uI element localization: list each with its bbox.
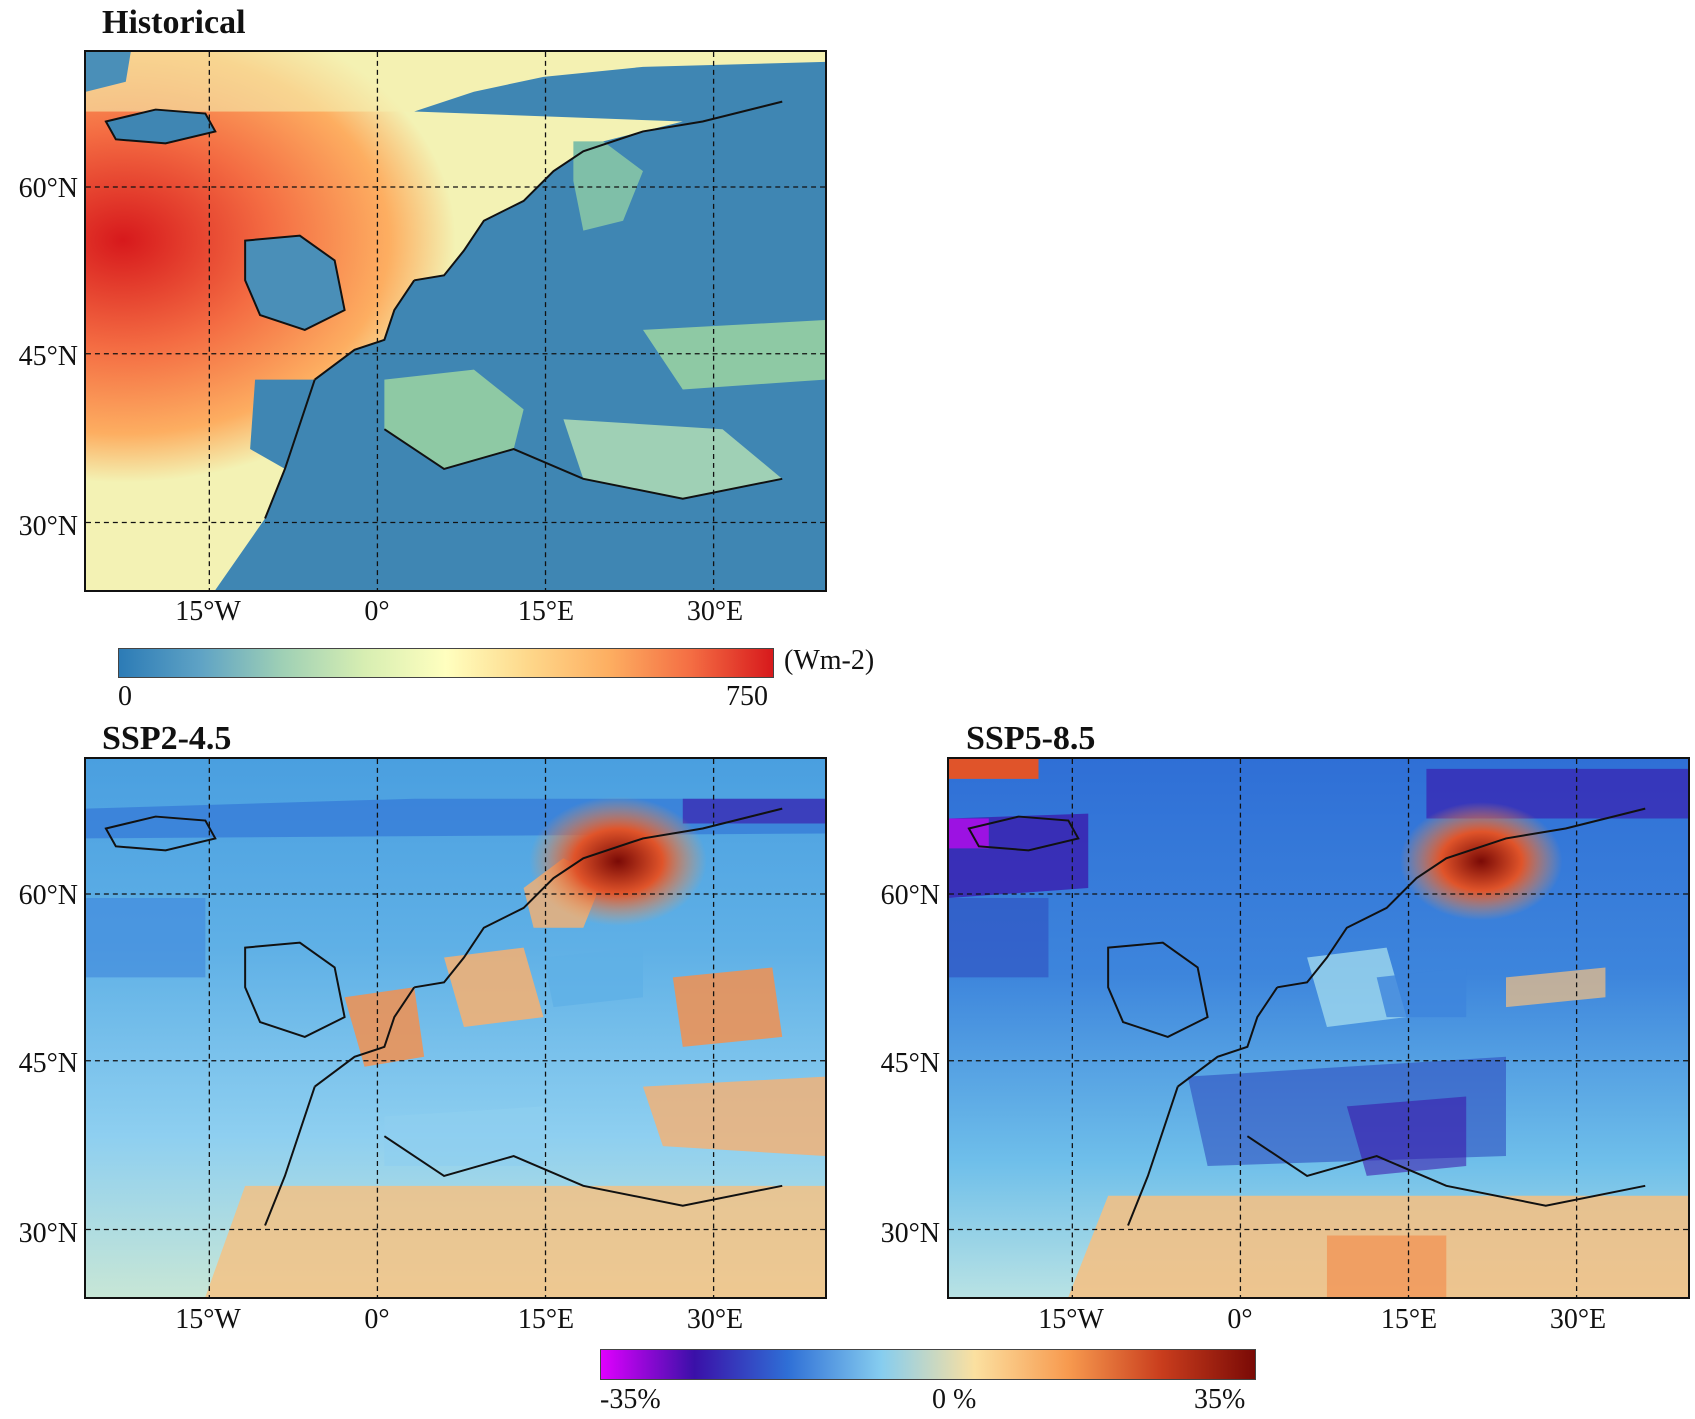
ssp585-lon-30e: 30°E	[1549, 1304, 1607, 1335]
ssp585-lon-15e: 15°E	[1380, 1304, 1438, 1335]
historical-lon-15w: 15°W	[175, 596, 241, 627]
historical-colorbar-unit: (Wm-2)	[784, 645, 875, 676]
historical-map	[84, 50, 827, 592]
ssp245-lon-30e: 30°E	[686, 1304, 744, 1335]
historical-lat-60: 60°N	[18, 173, 78, 204]
ssp245-lat-60: 60°N	[18, 880, 78, 911]
historical-lat-45: 45°N	[18, 341, 78, 372]
ssp245-lon-15e: 15°E	[517, 1304, 575, 1335]
historical-lon-30e: 30°E	[686, 596, 744, 627]
ssp245-map	[84, 757, 827, 1299]
ssp585-lon-0: 0°	[1227, 1304, 1253, 1335]
ssp585-title: SSP5-8.5	[966, 720, 1096, 757]
ssp585-lat-30: 30°N	[880, 1218, 940, 1249]
ssp585-lon-15w: 15°W	[1038, 1304, 1104, 1335]
ssp585-lat-45: 45°N	[880, 1048, 940, 1079]
historical-lat-30: 30°N	[18, 511, 78, 542]
historical-lon-15e: 15°E	[517, 596, 575, 627]
change-colorbar-max: 35%	[1194, 1384, 1246, 1415]
ssp245-lat-45: 45°N	[18, 1048, 78, 1079]
historical-lon-0: 0°	[364, 596, 390, 627]
historical-colorbar	[118, 648, 774, 678]
ssp585-map	[947, 757, 1690, 1299]
historical-title: Historical	[102, 4, 246, 41]
ssp585-lat-60: 60°N	[880, 880, 940, 911]
ssp245-lon-15w: 15°W	[175, 1304, 241, 1335]
change-colorbar	[600, 1349, 1256, 1380]
ssp245-lon-0: 0°	[364, 1304, 390, 1335]
ssp245-lat-30: 30°N	[18, 1218, 78, 1249]
ssp245-title: SSP2-4.5	[102, 720, 232, 757]
change-colorbar-min: -35%	[600, 1384, 661, 1415]
change-colorbar-mid: 0 %	[932, 1384, 977, 1415]
historical-colorbar-min: 0	[118, 681, 132, 712]
historical-colorbar-max: 750	[726, 681, 768, 712]
